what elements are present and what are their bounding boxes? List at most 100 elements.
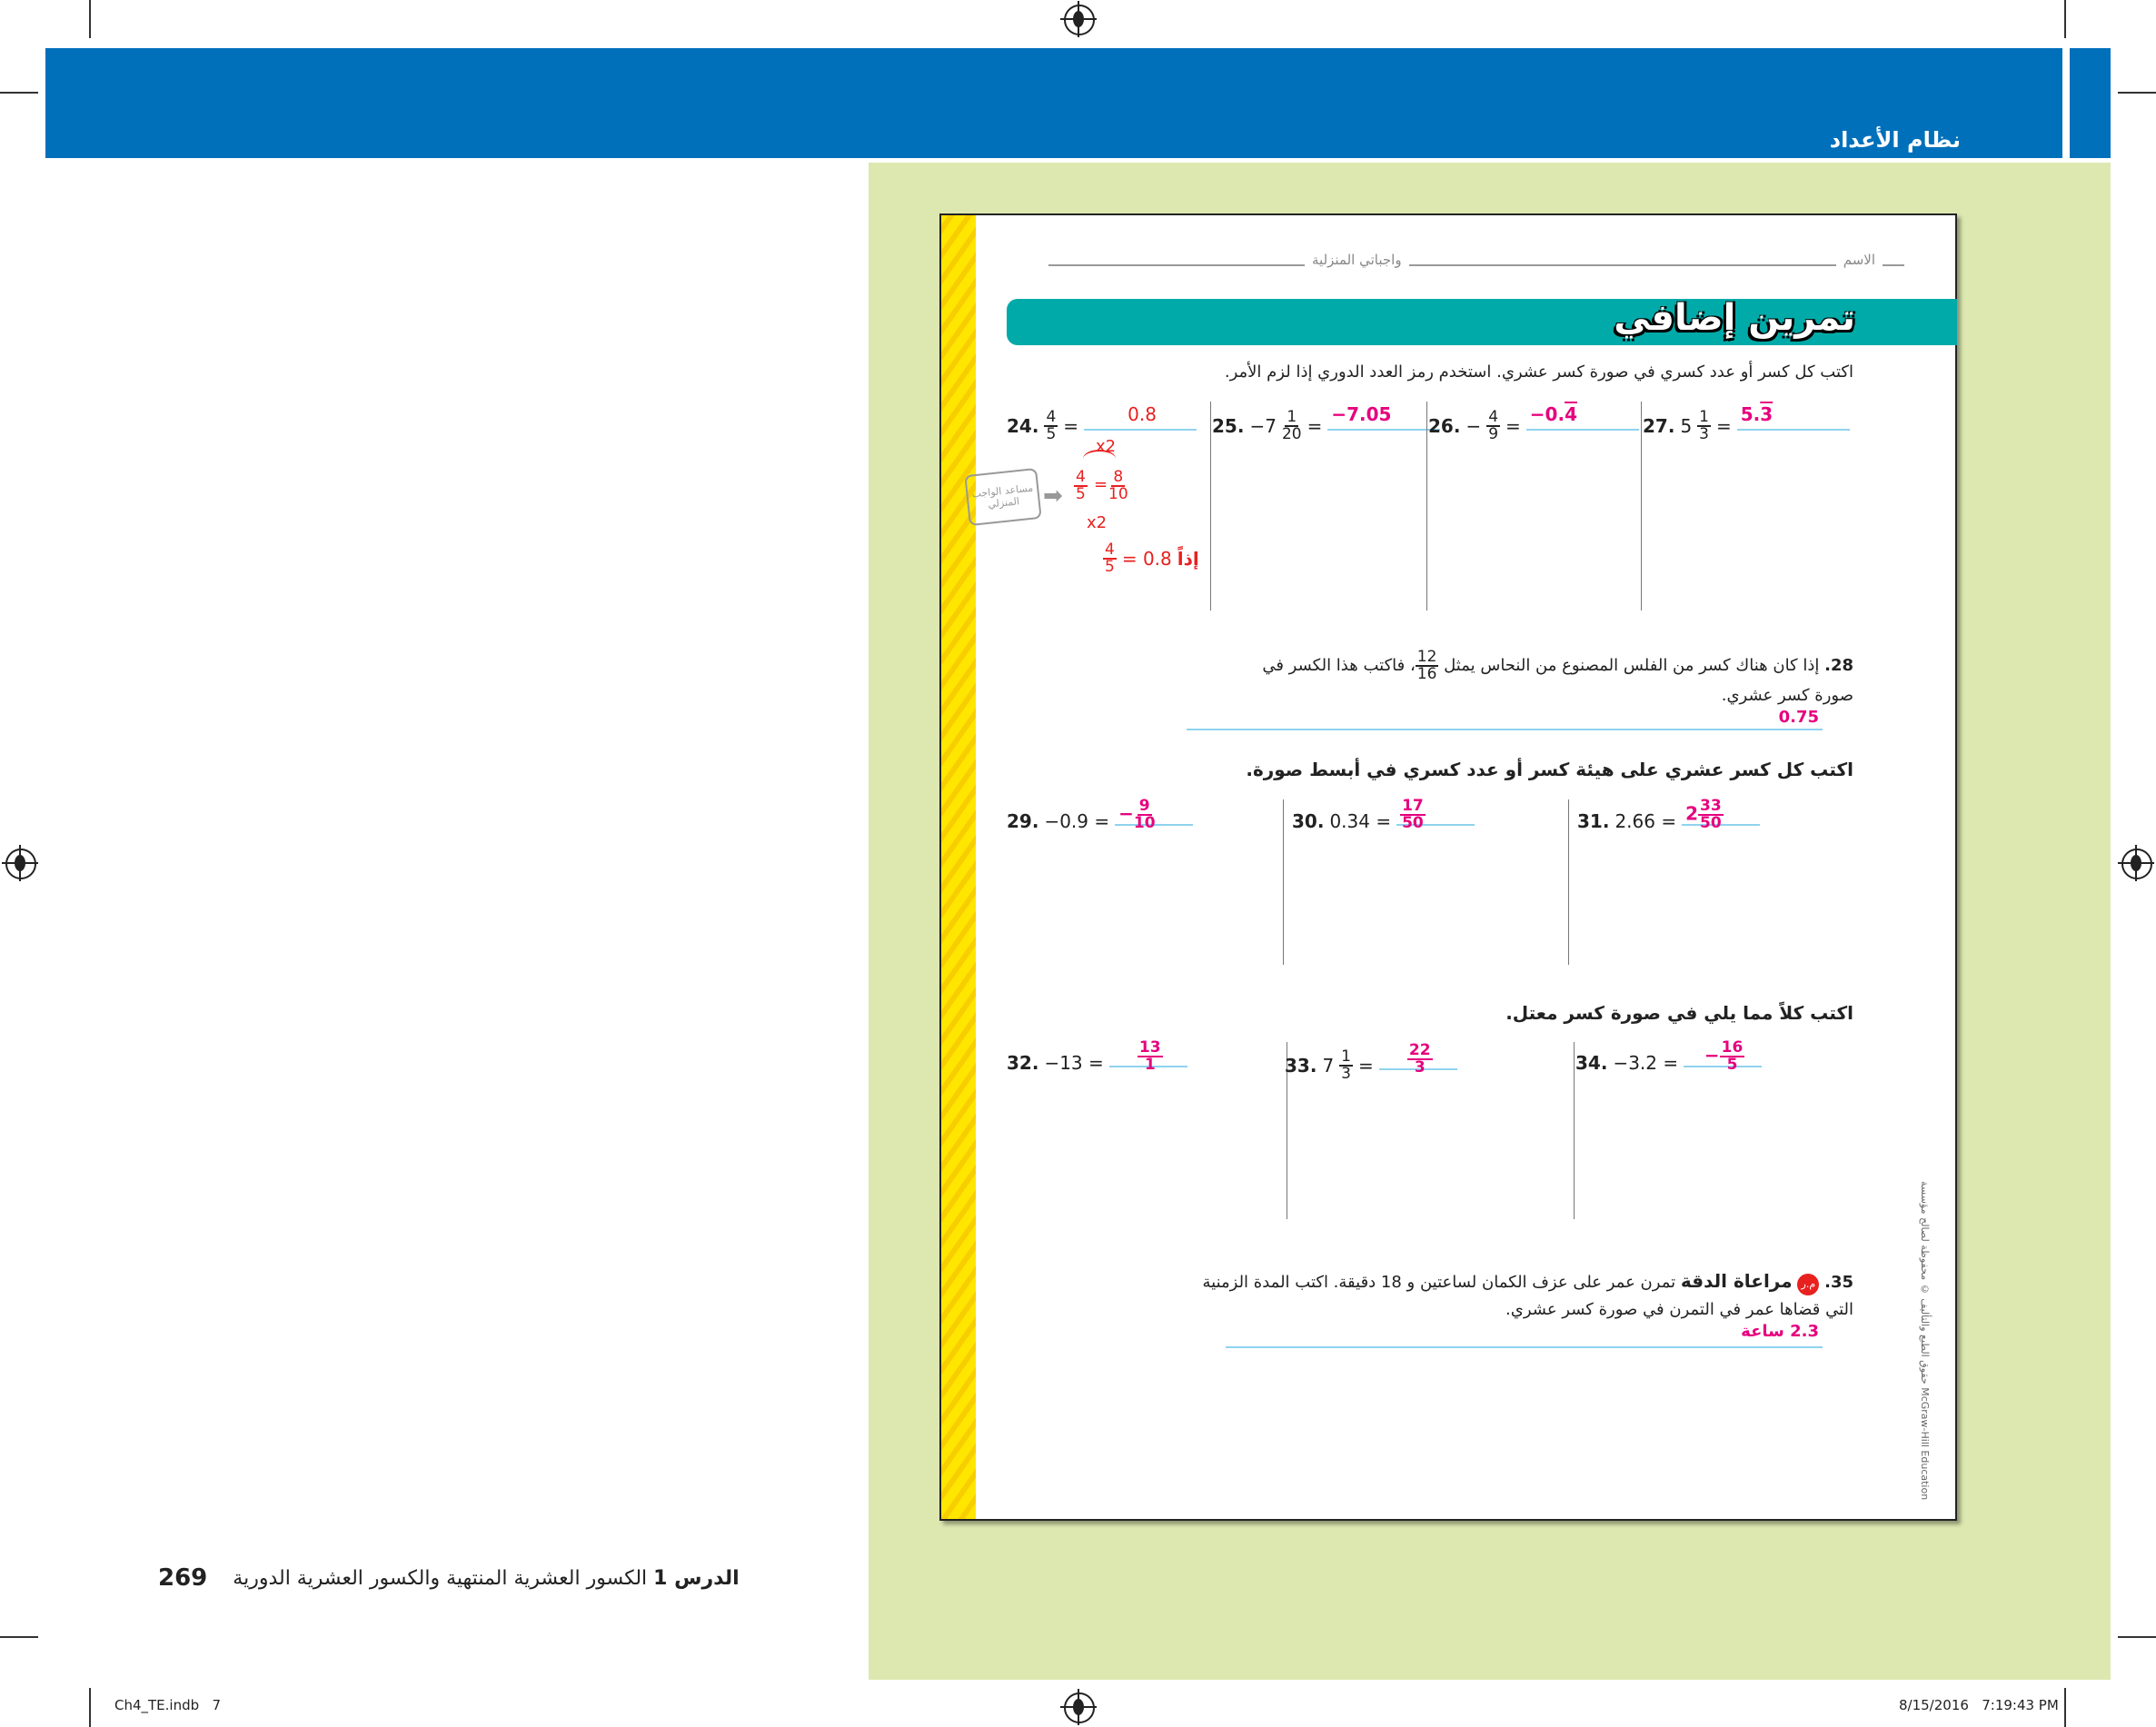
text-part: 4 xyxy=(1074,468,1088,487)
column-divider xyxy=(1568,799,1569,965)
slug-timestamp: 8/15/2016 7:19:43 PM xyxy=(1899,1697,2059,1713)
instructions: اكتب كل كسر أو عدد كسري في صورة كسر عشري… xyxy=(1224,362,1853,382)
text-part: 16 xyxy=(1719,1038,1745,1057)
yellow-stripe xyxy=(941,215,976,1519)
problem-28: 28. إذا كان هناك كسر من الفلس المصنوع من… xyxy=(1236,650,1853,710)
problem-31: 31. 2.66 = 2 33 50 xyxy=(1577,799,1761,835)
answer-line xyxy=(1226,1346,1823,1348)
column-divider xyxy=(1210,402,1211,610)
text-part: 1 xyxy=(1697,408,1711,427)
answer: 13 1 xyxy=(1108,1040,1187,1073)
text-part: 50 xyxy=(1402,814,1424,832)
header-bar-tab xyxy=(2070,48,2111,158)
text-part: 34. xyxy=(1575,1052,1608,1074)
text-part: 4 xyxy=(1044,408,1058,427)
text-part: 12 xyxy=(1415,648,1439,667)
text-part: 20 xyxy=(1281,425,1302,443)
text-part: −0. xyxy=(1529,403,1565,425)
text-part: 16 xyxy=(1416,665,1437,683)
text-part: − xyxy=(1118,802,1134,825)
curved-arrow-icon xyxy=(1083,450,1116,468)
column-divider xyxy=(1283,799,1284,965)
copyright: حقوق الطبع والتأليف © محفوظة لصالح مؤسسة… xyxy=(1919,1181,1931,1501)
text-part: 5 xyxy=(1105,558,1115,576)
text-part: ، فاكتب هذا الكسر في صورة كسر عشري. xyxy=(1262,656,1853,705)
text-part: 0.34 = xyxy=(1329,810,1392,832)
answer: 17 50 xyxy=(1396,799,1475,831)
column-divider xyxy=(1574,1042,1575,1219)
registration-mark-icon xyxy=(1060,1,1097,37)
text-part: 9 xyxy=(1137,797,1152,816)
fraction: 13 1 xyxy=(1137,1040,1163,1073)
text-part: = xyxy=(1063,415,1079,437)
problem-25: 25. −7 1 20 = −7.05 xyxy=(1212,403,1441,443)
precision-badge-icon: م.ر xyxy=(1797,1274,1820,1295)
text-part: الكسور العشرية المنتهية والكسور العشرية … xyxy=(233,1566,648,1590)
name-line xyxy=(1048,252,1904,266)
fraction: 16 5 xyxy=(1719,1038,1745,1074)
text-part: = xyxy=(1358,1055,1374,1077)
answer: 0.8 xyxy=(1084,403,1197,431)
instructions-3: اكتب كلاً مما يلي في صورة كسر معتل. xyxy=(1505,1002,1853,1024)
fraction: 12 16 xyxy=(1415,648,1439,683)
slug-file: Ch4_TE.indb 7 xyxy=(114,1697,221,1713)
homework-label: واجباتي المنزلية xyxy=(1305,252,1409,268)
problem-30: 30. 0.34 = 17 50 xyxy=(1292,799,1475,835)
text-part: 5 xyxy=(1726,1056,1738,1074)
crop-mark xyxy=(2064,1688,2066,1727)
text-part: = xyxy=(1307,415,1323,437)
text-part: = xyxy=(1716,415,1732,437)
answer: 22 3 xyxy=(1378,1041,1457,1076)
answer: −7.05 xyxy=(1327,403,1441,431)
problem-number: 24. xyxy=(1007,415,1039,437)
text-part: 1 xyxy=(1339,1047,1353,1067)
problem-29: 29. −0.9 = −9 10 xyxy=(1007,799,1194,835)
column-divider xyxy=(1426,402,1427,610)
text-part: 3 xyxy=(1699,425,1709,443)
text-part: 2 xyxy=(1685,802,1699,825)
text-part: − xyxy=(1704,1044,1720,1067)
text-part: إذاً xyxy=(1177,548,1199,570)
text-part: 5. xyxy=(1740,403,1761,425)
text-part: 22 xyxy=(1406,1041,1433,1060)
text-part: 4 xyxy=(1103,541,1117,560)
crop-mark xyxy=(89,1688,91,1727)
text-part xyxy=(1073,1699,1084,1715)
text-part: 29. xyxy=(1007,810,1039,832)
problem-35: 35. م.ر مراعاة الدقة تمرن عمر على عزف ال… xyxy=(1181,1267,1853,1324)
problem-32: 32. −13 = 13 1 xyxy=(1007,1040,1187,1077)
text-part: 31. xyxy=(1577,810,1610,832)
text-part: 10 xyxy=(1108,485,1128,503)
text-part: 50 xyxy=(1700,814,1722,832)
text-part: 5 xyxy=(1680,415,1693,437)
text-part: 5 xyxy=(1046,425,1057,443)
text-part: 28. xyxy=(1824,656,1853,675)
text-part: 26. xyxy=(1428,415,1461,437)
problem-34: 34. −3.2 = −16 5 xyxy=(1575,1040,1763,1077)
text-part xyxy=(15,855,25,871)
text-part: 3 xyxy=(1760,403,1773,425)
text-part: x2 xyxy=(1087,513,1108,532)
answer: −9 10 xyxy=(1115,797,1194,831)
text-part: 1 xyxy=(1285,408,1299,427)
text-part: 25. xyxy=(1212,415,1245,437)
text-part: −0.9 = xyxy=(1044,810,1110,832)
text-part: − xyxy=(1249,415,1266,437)
problem-33: 33. 7 1 3 = 22 3 xyxy=(1285,1043,1457,1082)
answer: 2 33 50 xyxy=(1682,799,1761,831)
fraction: 17 50 xyxy=(1400,799,1426,831)
header-bar xyxy=(45,48,2062,158)
text-part: −7 xyxy=(1249,415,1277,437)
answer-line xyxy=(1187,729,1823,730)
text-part: 30. xyxy=(1292,810,1325,832)
arrow-right-icon: ➡ xyxy=(1043,482,1063,510)
column-divider xyxy=(1641,402,1642,610)
